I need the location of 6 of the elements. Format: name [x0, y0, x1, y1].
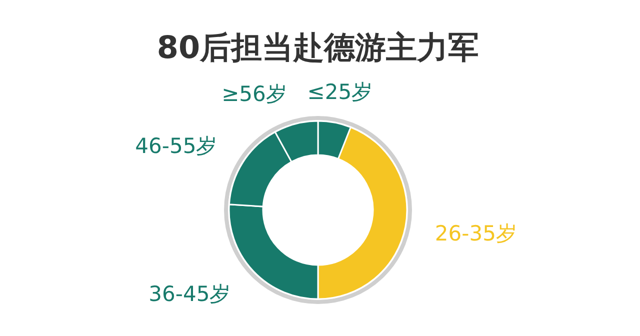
chart-title: 80后担当赴德游主力军: [156, 30, 480, 66]
slice-label: 36-45岁: [148, 282, 231, 306]
slice-label: 46-55岁: [135, 134, 218, 158]
slice-label: ≥56岁: [222, 82, 287, 106]
slice-label: ≤25岁: [307, 80, 373, 104]
slice-label: 26-35岁: [434, 222, 517, 246]
